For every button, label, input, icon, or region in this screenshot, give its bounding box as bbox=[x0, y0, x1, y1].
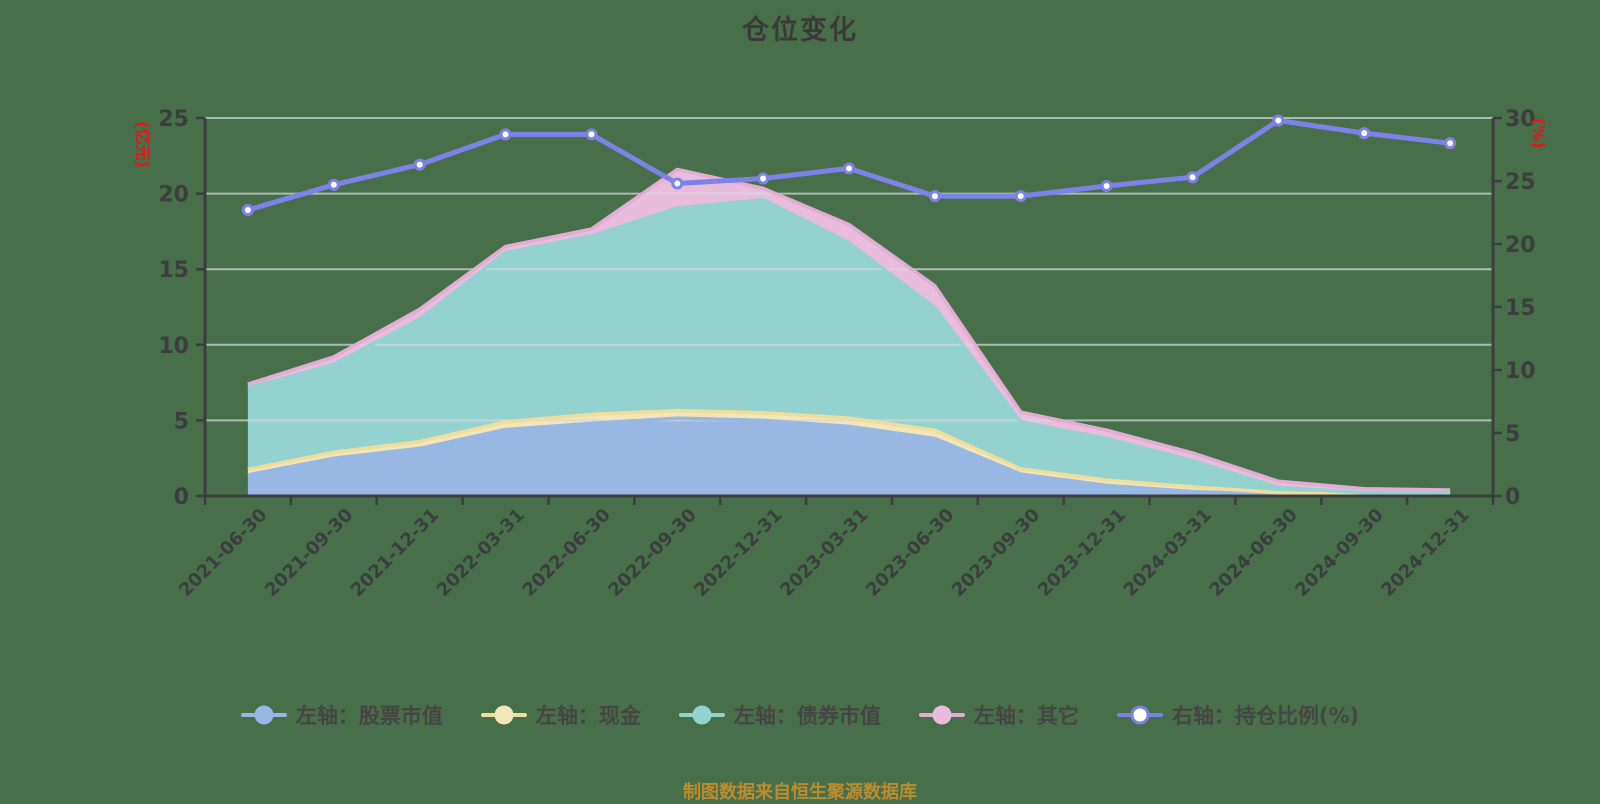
svg-text:2022-12-31: 2022-12-31 bbox=[690, 505, 786, 601]
data-source-note: 制图数据来自恒生聚源数据库 bbox=[683, 782, 917, 803]
left-axis-tick-label: 0 bbox=[174, 485, 189, 510]
legend-label-bond-market-value: 左轴：债券市值 bbox=[733, 704, 881, 728]
left-axis-tick-label: 20 bbox=[158, 183, 189, 208]
legend-label-other: 左轴：其它 bbox=[973, 704, 1079, 728]
right-axis-tick-label: 20 bbox=[1505, 233, 1536, 258]
right-axis-name: (%) bbox=[1529, 118, 1548, 149]
x-axis-label: 2024-09-30 bbox=[1291, 505, 1387, 601]
right-axis-tick-label: 5 bbox=[1505, 422, 1520, 447]
legend-item-cash[interactable]: 左轴：现金 bbox=[480, 700, 641, 730]
svg-text:2021-06-30: 2021-06-30 bbox=[175, 505, 271, 601]
data-point-position-ratio[interactable] bbox=[671, 177, 684, 190]
data-point-position-ratio[interactable] bbox=[499, 128, 512, 141]
svg-text:2023-09-30: 2023-09-30 bbox=[948, 505, 1044, 601]
right-axis-tick-label: 30 bbox=[1505, 107, 1536, 132]
svg-text:2023-06-30: 2023-06-30 bbox=[862, 505, 958, 601]
left-axis-name: (亿元) bbox=[133, 121, 152, 168]
svg-text:2024-12-31: 2024-12-31 bbox=[1377, 505, 1473, 601]
data-point-position-ratio[interactable] bbox=[1186, 171, 1199, 184]
x-axis-label: 2024-03-31 bbox=[1120, 505, 1216, 601]
right-axis-tick-label: 0 bbox=[1505, 485, 1520, 510]
svg-text:2024-06-30: 2024-06-30 bbox=[1205, 505, 1301, 601]
legend-marker-position-ratio-icon bbox=[1116, 704, 1163, 726]
svg-text:2024-03-31: 2024-03-31 bbox=[1120, 505, 1216, 601]
legend-label-cash: 左轴：现金 bbox=[535, 704, 641, 728]
legend-label-position-ratio: 右轴：持仓比例(%) bbox=[1171, 704, 1360, 728]
x-axis-label: 2021-09-30 bbox=[261, 505, 357, 601]
area-line-stock-market-value bbox=[247, 416, 1451, 498]
area-bond-market-value bbox=[247, 199, 1451, 495]
data-point-position-ratio[interactable] bbox=[1100, 180, 1113, 192]
x-axis-label: 2022-12-31 bbox=[690, 505, 786, 601]
x-axis-label: 2023-12-31 bbox=[1034, 505, 1130, 601]
chart-title: 仓位变化 bbox=[742, 15, 858, 46]
legend-marker-stock-market-value-icon bbox=[240, 704, 287, 726]
svg-text:2024-09-30: 2024-09-30 bbox=[1291, 505, 1387, 601]
right-axis-tick-label: 15 bbox=[1505, 296, 1536, 321]
x-axis-label: 2023-06-30 bbox=[862, 505, 958, 601]
x-axis-label: 2021-06-30 bbox=[175, 505, 271, 601]
svg-text:2022-03-31: 2022-03-31 bbox=[433, 505, 529, 601]
left-axis-tick-label: 5 bbox=[174, 409, 189, 434]
x-axis-label: 2021-12-31 bbox=[347, 505, 443, 601]
data-point-position-ratio[interactable] bbox=[1444, 137, 1457, 150]
legend-marker-bond-market-value-icon bbox=[678, 704, 725, 726]
legend-marker-other-icon bbox=[918, 704, 965, 726]
x-axis-label: 2022-03-31 bbox=[433, 505, 529, 601]
data-point-position-ratio[interactable] bbox=[928, 190, 941, 203]
data-point-position-ratio[interactable] bbox=[241, 204, 254, 216]
data-point-position-ratio[interactable] bbox=[413, 158, 426, 171]
svg-text:2022-06-30: 2022-06-30 bbox=[519, 505, 615, 601]
data-point-position-ratio[interactable] bbox=[1358, 127, 1371, 140]
svg-text:2023-03-31: 2023-03-31 bbox=[776, 505, 872, 601]
area-line-cash bbox=[247, 408, 1451, 497]
data-point-position-ratio[interactable] bbox=[757, 172, 770, 185]
svg-text:2021-09-30: 2021-09-30 bbox=[261, 505, 357, 601]
axis-tick-marks bbox=[196, 116, 1502, 505]
data-point-position-ratio[interactable] bbox=[1014, 190, 1027, 203]
x-axis-label: 2022-06-30 bbox=[519, 505, 615, 601]
x-axis-label: 2024-12-31 bbox=[1377, 505, 1473, 601]
legend-marker-cash-icon bbox=[480, 704, 527, 726]
x-axis-label: 2022-09-30 bbox=[604, 505, 700, 601]
data-point-position-ratio[interactable] bbox=[585, 128, 598, 141]
area-line-other bbox=[247, 167, 1451, 492]
right-axis-tick-label: 10 bbox=[1505, 359, 1536, 384]
x-axis-label: 2024-06-30 bbox=[1205, 505, 1301, 601]
legend-item-bond-market-value[interactable]: 左轴：债券市值 bbox=[678, 700, 881, 730]
right-axis-tick-label: 25 bbox=[1505, 170, 1536, 195]
area-stock-market-value bbox=[247, 418, 1451, 496]
svg-text:2021-12-31: 2021-12-31 bbox=[347, 505, 443, 601]
svg-text:2023-12-31: 2023-12-31 bbox=[1034, 505, 1130, 601]
left-axis-tick-label: 25 bbox=[158, 107, 189, 132]
chart-legend: 左轴：股票市值 左轴：现金 左轴：债券市值 左轴：其它 右轴：持仓比例(%) bbox=[0, 700, 1600, 730]
legend-item-position-ratio[interactable]: 右轴：持仓比例(%) bbox=[1116, 700, 1360, 730]
area-other bbox=[247, 169, 1451, 494]
svg-text:2022-09-30: 2022-09-30 bbox=[604, 505, 700, 601]
left-axis-tick-label: 15 bbox=[158, 258, 189, 283]
data-point-position-ratio[interactable] bbox=[1272, 114, 1285, 127]
area-line-bond-market-value bbox=[247, 197, 1451, 496]
left-axis-tick-label: 10 bbox=[158, 334, 189, 359]
legend-label-stock-market-value: 左轴：股票市值 bbox=[295, 704, 443, 728]
legend-item-other[interactable]: 左轴：其它 bbox=[918, 700, 1079, 730]
data-point-position-ratio[interactable] bbox=[327, 178, 340, 191]
x-axis-label: 2023-09-30 bbox=[948, 505, 1044, 601]
x-axis-label: 2023-03-31 bbox=[776, 505, 872, 601]
legend-item-stock-market-value[interactable]: 左轴：股票市值 bbox=[240, 700, 443, 730]
data-point-position-ratio[interactable] bbox=[843, 162, 855, 175]
